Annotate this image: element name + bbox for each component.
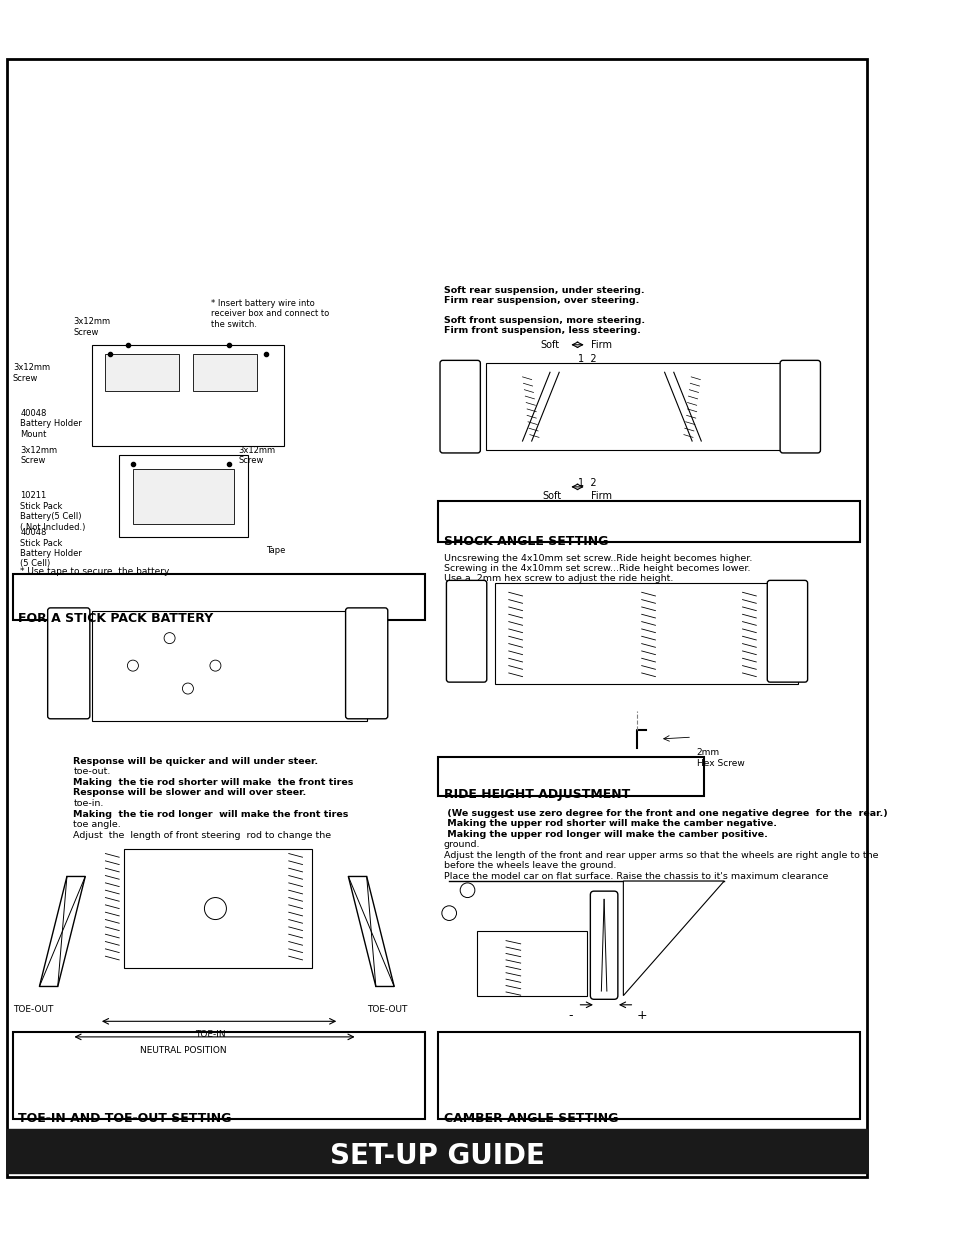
Bar	[437, 1032, 859, 1119]
Text: Firm rear suspension, over steering.: Firm rear suspension, over steering.	[443, 296, 639, 305]
Text: 3x12mm
Screw: 3x12mm Screw	[20, 446, 57, 466]
Text: Making the upper rod longer will make the camber positive.: Making the upper rod longer will make th…	[443, 830, 767, 839]
Text: Adjust  the  length of front steering  rod to change the: Adjust the length of front steering rod …	[73, 831, 331, 840]
Bar	[437, 757, 703, 795]
Text: 2mm
Hex Screw: 2mm Hex Screw	[696, 748, 743, 767]
Text: Uncsrewing the 4x10mm set screw..Ride height becomes higher.: Uncsrewing the 4x10mm set screw..Ride he…	[443, 553, 751, 563]
Text: Response will be slower and will over steer.: Response will be slower and will over st…	[73, 788, 306, 798]
Text: 40048
Battery Holder
Mount: 40048 Battery Holder Mount	[20, 409, 82, 438]
Bar	[437, 500, 859, 542]
FancyBboxPatch shape	[345, 608, 387, 719]
Bar	[193, 354, 256, 390]
Text: ground.: ground.	[443, 840, 479, 850]
Bar	[12, 1032, 425, 1119]
Text: RIDE HEIGHT ADJUSTMENT: RIDE HEIGHT ADJUSTMENT	[443, 788, 629, 802]
Text: 10211
Stick Pack
Battery(5 Cell)
( Not Included.): 10211 Stick Pack Battery(5 Cell) ( Not I…	[20, 492, 86, 531]
Text: Making  the tie rod shorter will make  the front tires: Making the tie rod shorter will make the…	[73, 778, 354, 787]
Text: 3x12mm
Screw: 3x12mm Screw	[12, 363, 50, 383]
Text: Soft rear suspension, under steering.: Soft rear suspension, under steering.	[443, 287, 643, 295]
FancyBboxPatch shape	[446, 580, 486, 682]
Text: before the wheels leave the ground.: before the wheels leave the ground.	[443, 861, 616, 871]
Text: (We suggest use zero degree for the front and one negative degree  for the  rear: (We suggest use zero degree for the fron…	[443, 809, 886, 818]
Text: SHOCK ANGLE SETTING: SHOCK ANGLE SETTING	[443, 535, 607, 547]
Circle shape	[128, 661, 138, 671]
Polygon shape	[622, 881, 723, 995]
Text: 3x12mm
Screw: 3x12mm Screw	[73, 317, 111, 337]
Bar	[119, 454, 247, 537]
Text: Firm: Firm	[591, 340, 612, 351]
Circle shape	[204, 898, 226, 920]
Text: * Use tape to secure  the battery.: * Use tape to secure the battery.	[20, 567, 171, 576]
Text: Adjust the length of the front and rear upper arms so that the wheels are right : Adjust the length of the front and rear …	[443, 851, 878, 860]
Circle shape	[210, 661, 221, 671]
Text: SET-UP GUIDE: SET-UP GUIDE	[330, 1142, 544, 1170]
Circle shape	[459, 883, 475, 898]
Text: Firm front suspension, less steering.: Firm front suspension, less steering.	[443, 326, 639, 336]
Bar	[476, 931, 586, 995]
Bar	[485, 363, 806, 451]
Text: toe-out.: toe-out.	[73, 767, 111, 777]
Text: NEUTRAL POSITION: NEUTRAL POSITION	[140, 1046, 227, 1055]
FancyBboxPatch shape	[766, 580, 807, 682]
Text: TOE-IN: TOE-IN	[195, 1030, 226, 1040]
Text: 1  2: 1 2	[577, 478, 596, 488]
Polygon shape	[348, 877, 394, 987]
Bar	[132, 468, 233, 524]
Text: toe-in.: toe-in.	[73, 799, 104, 808]
Text: TOE-IN AND TOE-OUT SETTING: TOE-IN AND TOE-OUT SETTING	[18, 1112, 232, 1125]
Bar	[91, 610, 366, 721]
Text: +: +	[637, 1009, 647, 1023]
Polygon shape	[39, 877, 85, 987]
Text: Making  the tie rod longer  will make the front tires: Making the tie rod longer will make the …	[73, 810, 349, 819]
Bar	[12, 574, 425, 620]
Text: TOE-OUT: TOE-OUT	[366, 1005, 407, 1014]
Bar	[91, 345, 284, 446]
Text: 3x12mm
Screw: 3x12mm Screw	[238, 446, 275, 466]
Text: TOE-OUT: TOE-OUT	[12, 1005, 53, 1014]
Polygon shape	[55, 913, 87, 1005]
Text: Soft front suspension, more steering.: Soft front suspension, more steering.	[443, 316, 644, 325]
FancyBboxPatch shape	[590, 892, 618, 999]
Circle shape	[441, 905, 456, 920]
Text: * Insert battery wire into
receiver box and connect to
the switch.: * Insert battery wire into receiver box …	[211, 299, 329, 329]
Text: FOR A STICK PACK BATTERY: FOR A STICK PACK BATTERY	[18, 613, 213, 625]
Text: Tape: Tape	[266, 546, 285, 556]
FancyBboxPatch shape	[48, 608, 90, 719]
Text: 1  2: 1 2	[577, 354, 596, 364]
Circle shape	[164, 632, 175, 643]
Text: toe angle.: toe angle.	[73, 820, 121, 829]
Text: 40048
Stick Pack
Battery Holder
(5 Cell): 40048 Stick Pack Battery Holder (5 Cell)	[20, 529, 82, 568]
Text: -: -	[568, 1009, 572, 1023]
Bar	[106, 354, 178, 390]
Text: Response will be quicker and will under steer.: Response will be quicker and will under …	[73, 757, 318, 766]
Bar	[124, 848, 312, 968]
Text: Place the model car on flat surface. Raise the chassis to it's maximum clearance: Place the model car on flat surface. Rai…	[443, 872, 827, 881]
FancyBboxPatch shape	[439, 361, 480, 453]
Text: CAMBER ANGLE SETTING: CAMBER ANGLE SETTING	[443, 1112, 618, 1125]
Text: Soft: Soft	[542, 492, 561, 501]
Text: Screwing in the 4x10mm set screw...Ride height becomes lower.: Screwing in the 4x10mm set screw...Ride …	[443, 564, 749, 573]
Text: Soft: Soft	[540, 340, 559, 351]
Text: Use a  2mm hex screw to adjust the ride height.: Use a 2mm hex screw to adjust the ride h…	[443, 574, 673, 583]
Bar	[495, 583, 797, 684]
Text: Making the upper rod shorter will make the camber negative.: Making the upper rod shorter will make t…	[443, 819, 776, 829]
Bar	[8, 1129, 866, 1172]
Text: Firm: Firm	[591, 492, 612, 501]
FancyBboxPatch shape	[780, 361, 820, 453]
Circle shape	[182, 683, 193, 694]
